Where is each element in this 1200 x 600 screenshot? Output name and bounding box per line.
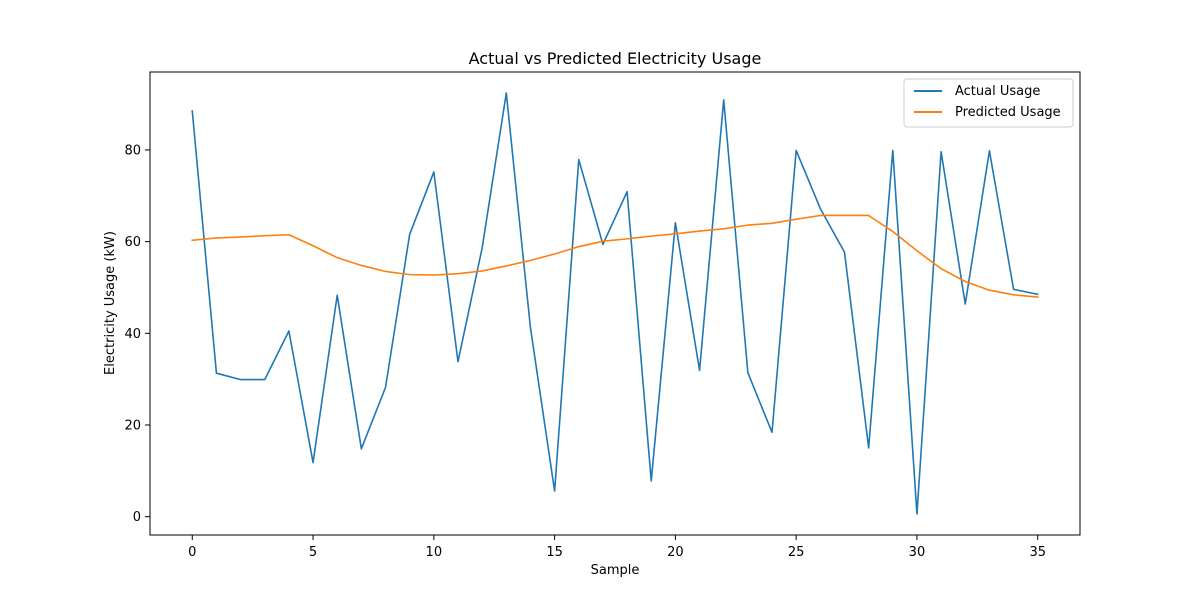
x-tick-label: 25	[788, 545, 805, 560]
y-tick-label: 60	[124, 235, 141, 250]
y-tick-label: 80	[124, 143, 141, 158]
chart-title: Actual vs Predicted Electricity Usage	[469, 49, 762, 68]
y-tick-label: 40	[124, 327, 141, 342]
x-axis-ticks: 0 5 10 15 20 25 30 35	[188, 535, 1046, 560]
x-tick-label: 20	[667, 545, 684, 560]
x-axis-label: Sample	[591, 563, 640, 578]
series-line-actual	[191, 92, 1039, 515]
x-tick-label: 0	[188, 545, 196, 560]
x-tick-label: 5	[309, 545, 317, 560]
legend-label-actual: Actual Usage	[955, 84, 1040, 99]
x-tick-label: 10	[426, 545, 443, 560]
x-tick-label: 15	[546, 545, 563, 560]
plot-area	[150, 72, 1080, 535]
series-line-predicted	[191, 214, 1039, 298]
series-layer	[191, 92, 1039, 515]
y-tick-label: 0	[133, 510, 141, 525]
y-axis-ticks: 0 20 40 60 80	[124, 143, 150, 525]
y-tick-label: 20	[124, 418, 141, 433]
y-axis-label: Electricity Usage (kW)	[103, 231, 118, 375]
legend-label-predicted: Predicted Usage	[955, 105, 1061, 120]
legend: Actual Usage Predicted Usage	[903, 78, 1074, 128]
x-tick-label: 35	[1029, 545, 1046, 560]
plot-frame	[149, 71, 1081, 536]
x-tick-label: 30	[909, 545, 926, 560]
legend-box	[903, 78, 1074, 128]
